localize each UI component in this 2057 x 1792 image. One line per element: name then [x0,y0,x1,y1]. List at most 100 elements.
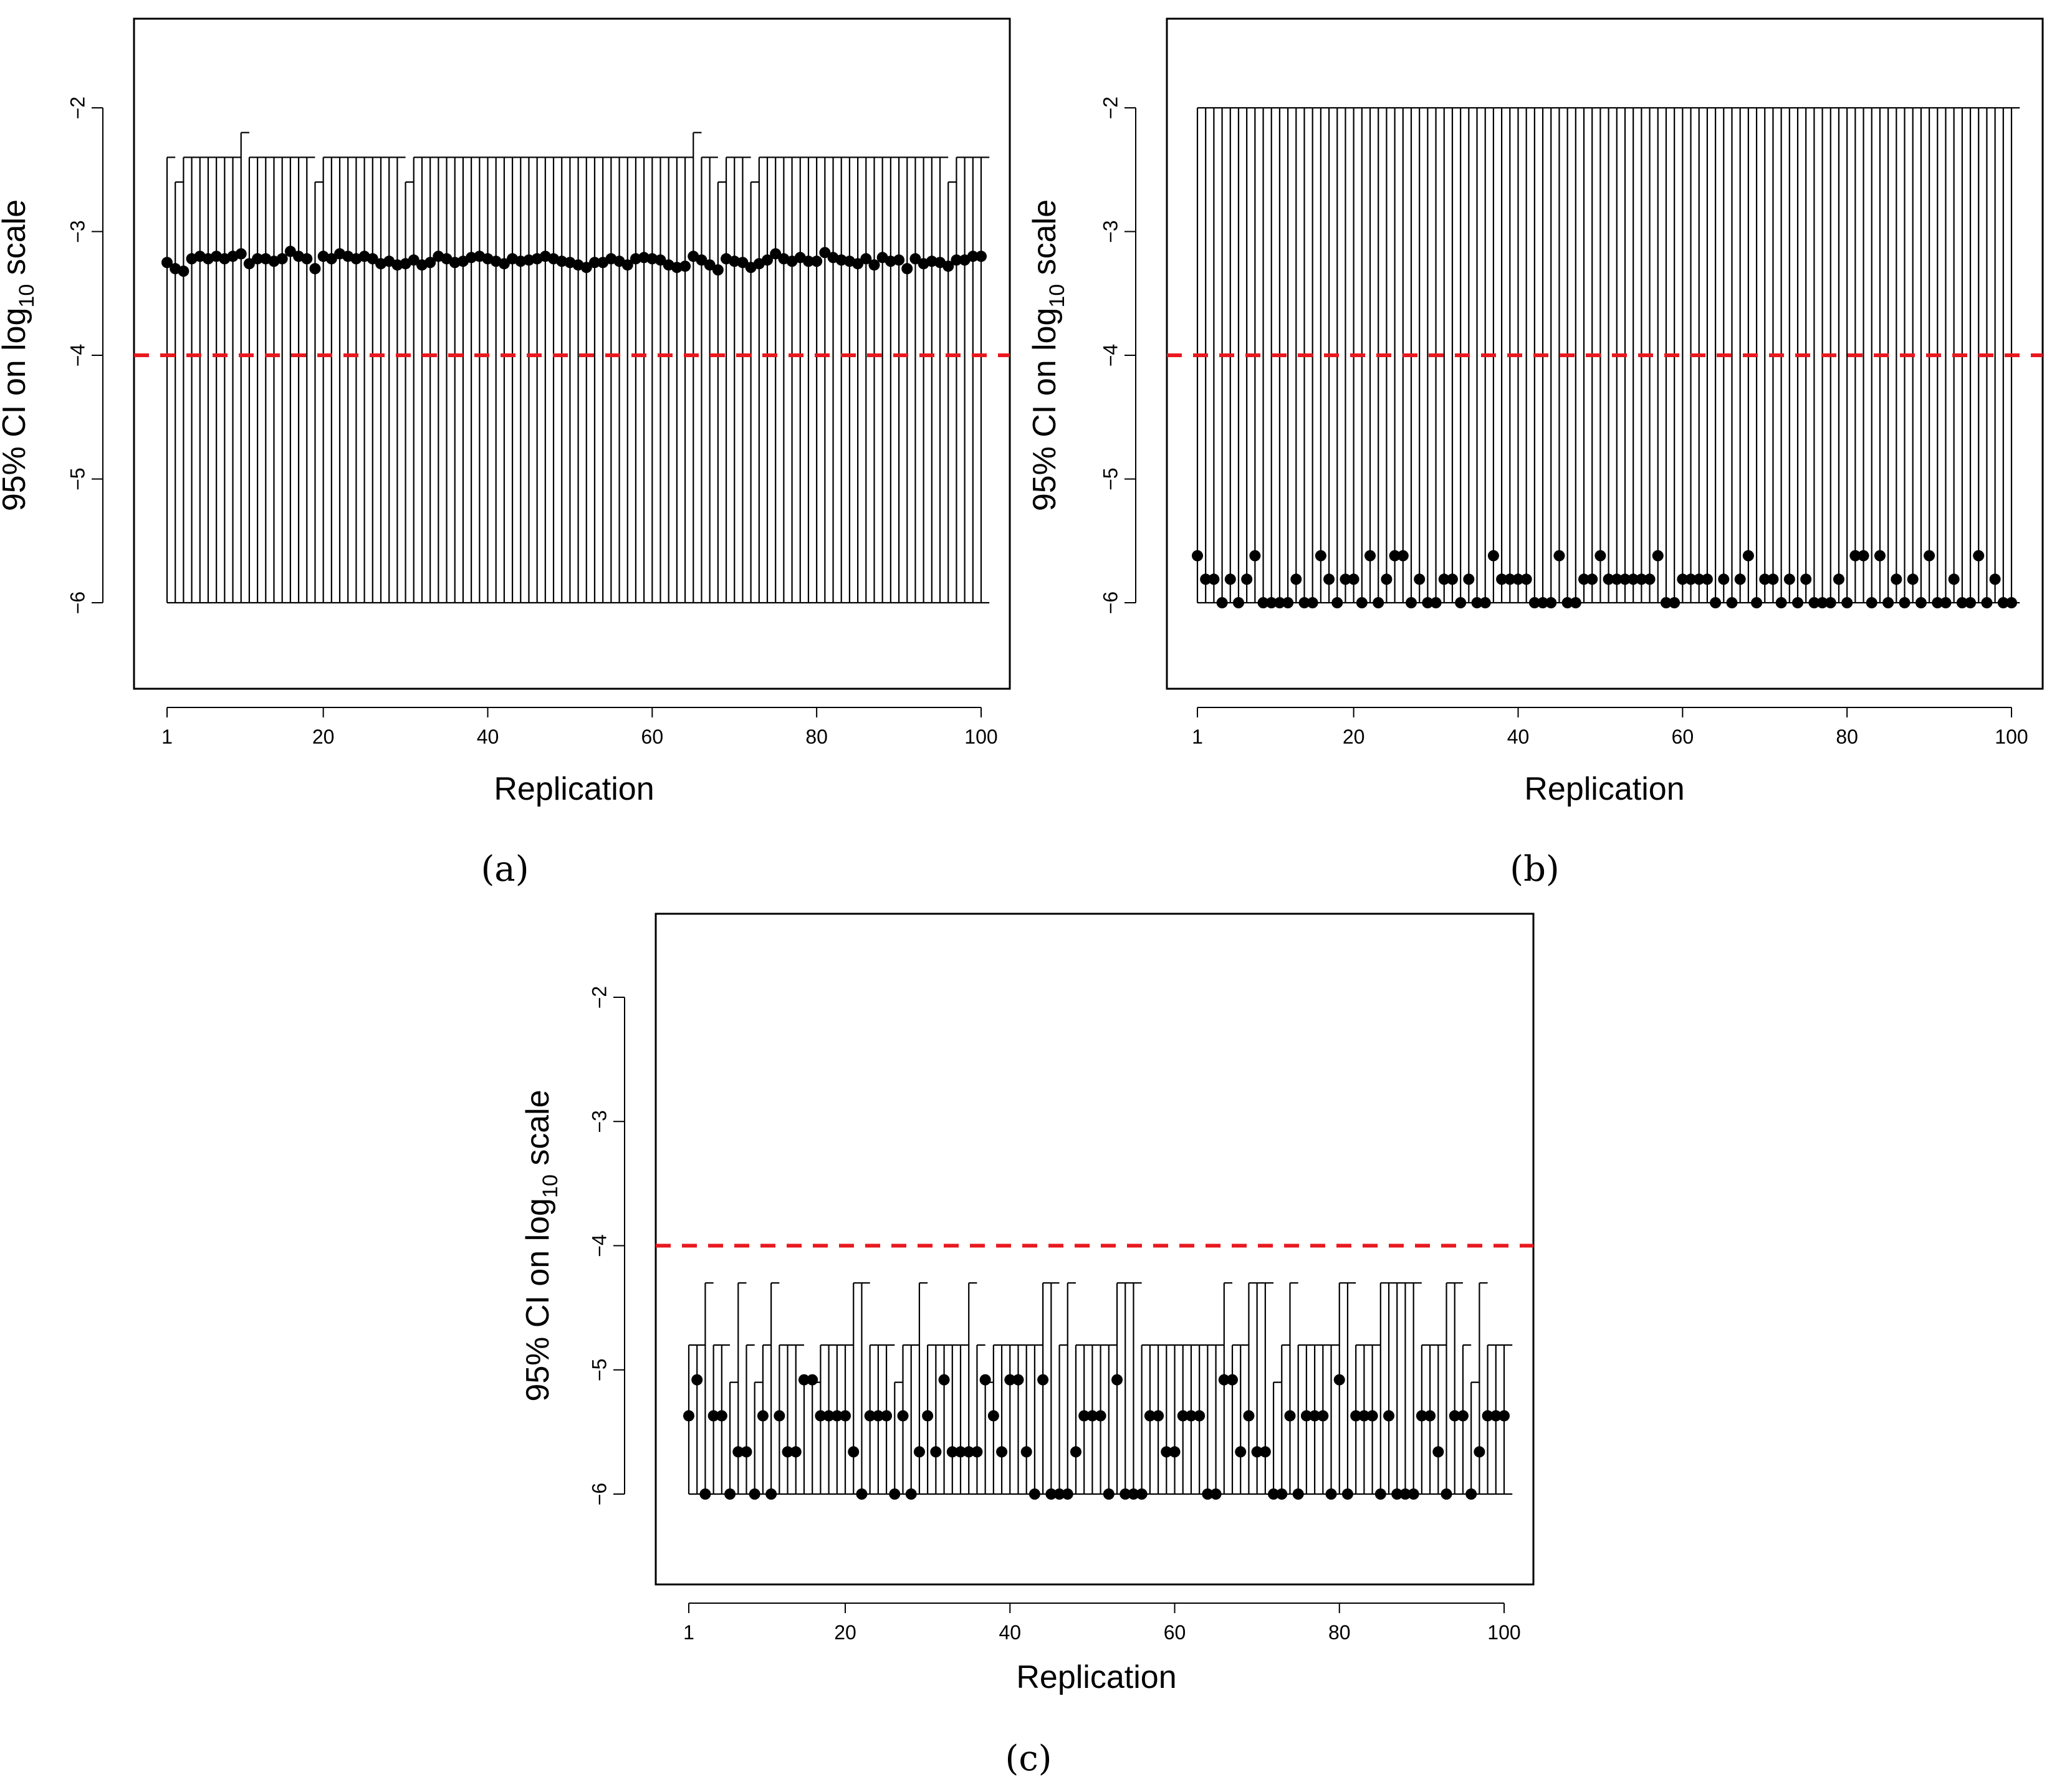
error-bars-a [166,132,990,604]
error-bar [1240,1344,1249,1495]
estimates-b [1192,550,2017,608]
error-bar [1479,1282,1488,1495]
estimate-point [1528,597,1540,608]
estimate-point [515,256,527,267]
error-bar [783,156,792,604]
estimate-point [872,1410,884,1422]
estimate-point [1441,1488,1452,1500]
panel-label-a: (a) [481,849,529,889]
estimate-point [1416,1410,1427,1422]
error-bar [931,156,941,604]
error-bar [1454,1282,1463,1495]
estimate-point [1742,550,1754,562]
error-bar [421,156,431,604]
estimate-point [762,254,774,266]
estimate-point [1259,1446,1271,1458]
error-bar [1501,107,1510,604]
estimate-point [1948,573,1960,585]
estimate-point [1808,597,1820,608]
estimate-point [1422,597,1434,608]
error-bar [676,156,686,604]
estimate-point [1224,573,1236,585]
error-bar [1256,1282,1265,1495]
y-tick-label: −2 [66,97,89,119]
estimate-point [1997,597,2009,608]
y-axis-title: 95% CI on log10 scale [520,1090,562,1401]
estimate-point [1292,1488,1304,1500]
error-bar [725,156,735,604]
estimate-point [811,256,823,267]
estimate-point [741,1446,752,1458]
estimate-point [1545,597,1557,608]
error-bar [976,1344,985,1495]
error-bar [758,156,768,604]
x-tick: 60 [641,707,663,748]
estimate-point [1161,1446,1172,1458]
error-bar [528,156,537,604]
estimate-point [391,259,403,271]
error-bar [766,156,776,604]
estimate-point [1965,597,1977,608]
y-tick-label: −3 [588,1110,610,1133]
estimate-point [864,1410,876,1422]
error-bar [816,156,825,604]
y-tick: −6 [588,1483,625,1505]
estimate-point [1317,1410,1329,1422]
estimate-point [1940,597,1952,608]
y-tick-label: −6 [66,592,89,614]
y-tick-label: −6 [1099,592,1121,614]
estimate-point [1333,1374,1345,1386]
estimate-point [691,1374,703,1386]
estimate-point [424,257,436,269]
error-bar [659,156,669,604]
error-bar [602,156,611,604]
estimate-point [819,247,831,259]
estimate-point [621,259,633,271]
estimate-point [1446,573,1458,585]
x-tick-label: 60 [1164,1621,1186,1644]
y-tick: −5 [66,467,103,491]
error-bar [684,156,694,604]
error-bar [232,156,241,604]
error-bar [795,1344,804,1495]
estimate-point [1216,597,1228,608]
x-tick-label: 20 [834,1621,856,1644]
estimate-point [1356,597,1368,608]
estimate-point [1202,1488,1214,1500]
estimate-point [654,254,666,266]
estimate-point [1268,1488,1280,1500]
y-axis-title-subscript: 10 [539,1174,562,1198]
estimate-point [284,246,296,257]
error-bar [355,156,365,604]
error-bar [737,1282,747,1495]
estimate-point [1243,1410,1255,1422]
x-tick: 1 [161,707,173,748]
x-axis-c: 1 20 40 60 80 100 [683,1603,1521,1644]
x-tick-label: 1 [1192,726,1203,748]
estimate-point [1128,1488,1139,1500]
estimate-point [178,266,189,277]
x-axis-title: Replication [1524,771,1684,807]
estimate-point [1037,1374,1049,1386]
error-bar [1682,107,1691,604]
estimate-point [679,261,691,272]
estimate-point [1660,597,1672,608]
estimate-point [1833,573,1844,585]
estimate-point [955,1446,966,1458]
estimate-point [1924,550,1935,562]
error-bar [701,156,710,604]
estimate-point [1619,573,1631,585]
y-tick-label: −3 [1099,220,1121,242]
estimate-point [790,1446,802,1458]
error-bar [840,156,850,604]
estimate-point [1718,573,1730,585]
y-tick-label: −5 [66,467,89,490]
error-bar [273,156,282,604]
error-bar [495,156,504,604]
estimate-point [729,256,741,267]
estimate-point [1858,550,1869,562]
estimate-point [235,248,247,260]
x-tick-label: 80 [1328,1621,1351,1644]
